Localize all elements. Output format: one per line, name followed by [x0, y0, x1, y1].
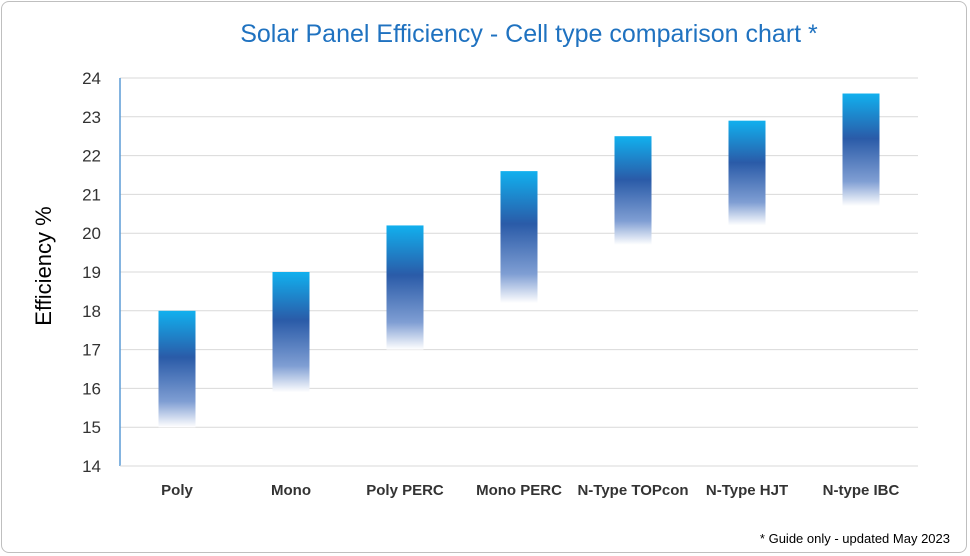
x-tick-labels: Poly Mono Poly PERC Mono PERC N-Type TOPcon N… — [161, 482, 899, 499]
y-tick-label: 18 — [82, 302, 101, 321]
y-tick-label: 22 — [82, 147, 101, 166]
bar-poly — [158, 310, 196, 428]
y-tick-labels: 14 15 16 17 18 19 20 21 22 23 24 — [82, 69, 101, 476]
x-tick-label: N-Type TOPcon — [577, 482, 688, 499]
chart-footnote: * Guide only - updated May 2023 — [759, 531, 950, 546]
bar-n-type-topcon — [614, 136, 652, 245]
bar-n-type-ibc — [842, 93, 880, 207]
bars — [158, 93, 880, 428]
y-tick-label: 15 — [82, 418, 101, 437]
x-tick-label: Poly PERC — [366, 482, 444, 499]
y-tick-label: 14 — [82, 457, 101, 476]
y-tick-label: 24 — [82, 69, 101, 88]
y-tick-label: 23 — [82, 108, 101, 127]
y-tick-label: 20 — [82, 224, 101, 243]
chart-title: Solar Panel Efficiency - Cell type compa… — [240, 20, 818, 48]
y-tick-label: 16 — [82, 379, 101, 398]
bar-poly-perc — [386, 225, 424, 350]
y-tick-label: 17 — [82, 341, 101, 360]
x-tick-label: Mono — [271, 482, 311, 499]
axes — [119, 78, 918, 467]
bar-n-type-hjt — [728, 120, 766, 226]
x-tick-label: N-type IBC — [823, 482, 900, 499]
x-tick-label: Mono PERC — [476, 482, 562, 499]
bar-mono — [272, 272, 310, 393]
x-tick-label: N-Type HJT — [706, 482, 788, 499]
x-tick-label: Poly — [161, 482, 193, 499]
y-tick-label: 21 — [82, 185, 101, 204]
bar-mono-perc — [500, 171, 538, 304]
y-tick-label: 19 — [82, 263, 101, 282]
